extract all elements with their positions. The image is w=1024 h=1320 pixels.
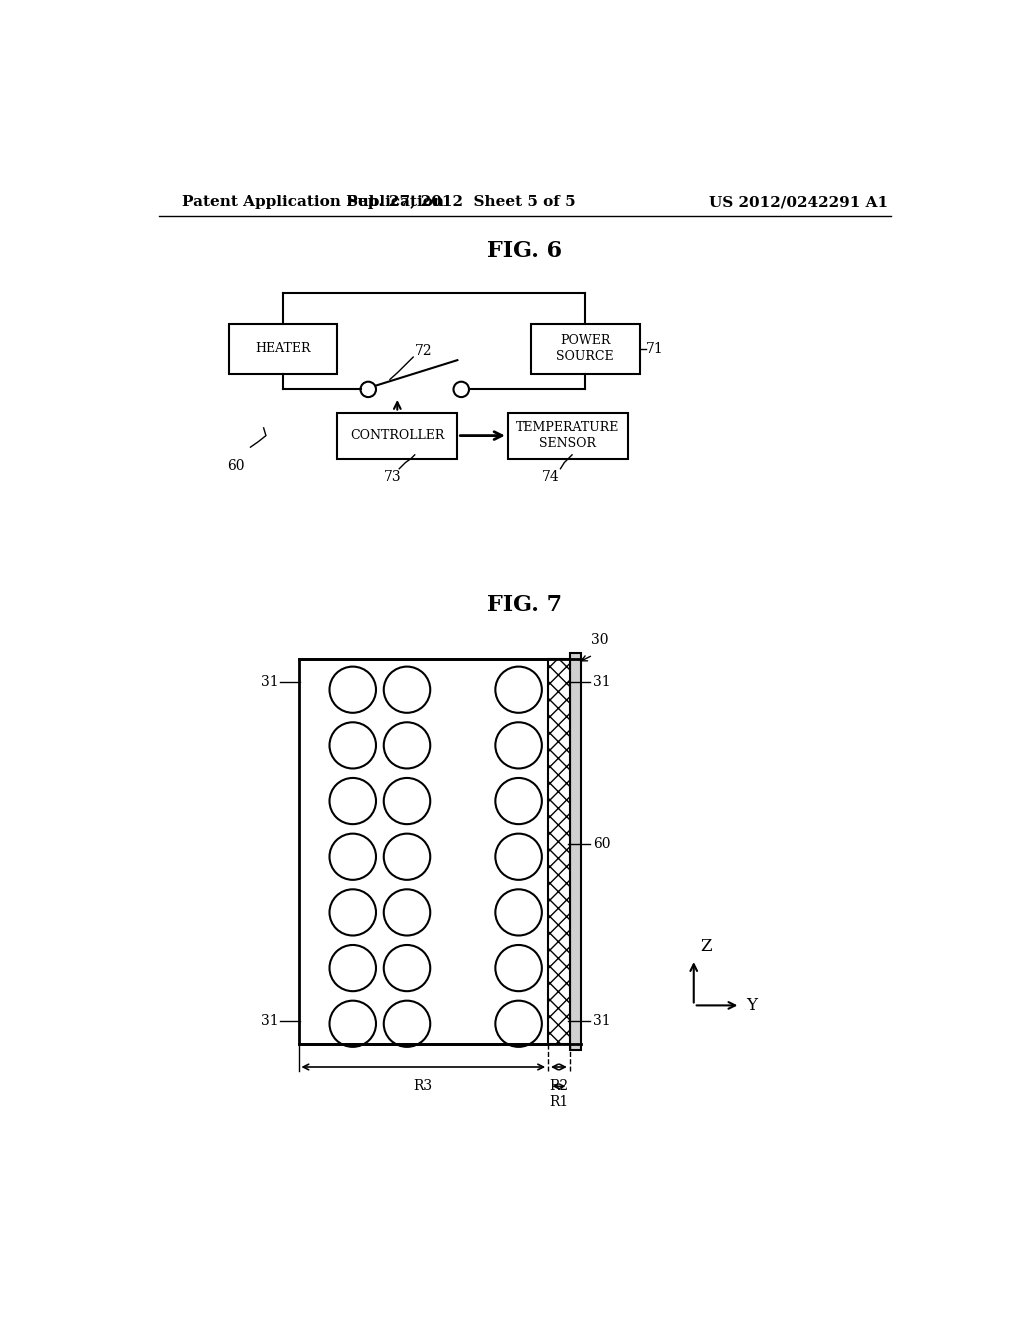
Bar: [531, 323, 640, 374]
Text: Patent Application Publication: Patent Application Publication: [182, 195, 444, 210]
Text: Y: Y: [746, 997, 758, 1014]
Bar: [548, 659, 569, 1044]
Text: Z: Z: [700, 939, 712, 956]
Text: 30: 30: [592, 634, 609, 647]
Text: 72: 72: [415, 345, 432, 358]
Text: TEMPERATURE
SENSOR: TEMPERATURE SENSOR: [516, 421, 620, 450]
Text: 31: 31: [261, 1014, 280, 1028]
Text: 60: 60: [593, 837, 610, 850]
Bar: [508, 412, 628, 459]
Text: 71: 71: [646, 342, 664, 356]
Bar: [299, 659, 548, 1044]
Bar: [337, 412, 458, 459]
Text: 31: 31: [593, 1014, 610, 1028]
Text: HEATER: HEATER: [255, 342, 310, 355]
Text: R2: R2: [549, 1078, 568, 1093]
Text: 60: 60: [227, 459, 245, 473]
Text: 31: 31: [261, 675, 280, 689]
Text: R1: R1: [549, 1096, 568, 1110]
Bar: [228, 323, 337, 374]
Text: R3: R3: [414, 1078, 433, 1093]
Text: POWER
SOURCE: POWER SOURCE: [556, 334, 614, 363]
Text: Sep. 27, 2012  Sheet 5 of 5: Sep. 27, 2012 Sheet 5 of 5: [347, 195, 575, 210]
Text: 74: 74: [542, 470, 559, 484]
Bar: [569, 653, 582, 1051]
Text: US 2012/0242291 A1: US 2012/0242291 A1: [710, 195, 889, 210]
Text: CONTROLLER: CONTROLLER: [350, 429, 444, 442]
Text: 31: 31: [593, 675, 610, 689]
Text: 73: 73: [384, 470, 401, 484]
Text: FIG. 7: FIG. 7: [487, 594, 562, 616]
Text: FIG. 6: FIG. 6: [487, 240, 562, 261]
